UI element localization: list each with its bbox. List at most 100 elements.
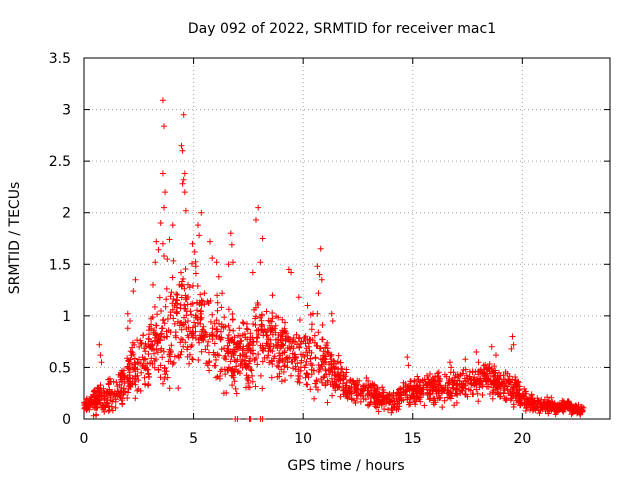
data-point [84,395,90,402]
data-point [317,245,324,252]
data-point [237,352,244,359]
data-point [509,333,516,340]
data-point [284,359,291,366]
data-point [247,416,254,422]
data-point [161,368,168,374]
data-point [508,381,514,388]
data-point [500,378,507,385]
data-point [216,320,222,327]
data-point [447,359,453,366]
data-point [326,371,333,378]
data-point [357,398,364,405]
data-point [182,296,189,303]
data-point [328,360,335,367]
data-point [505,390,512,397]
data-point [129,344,136,351]
data-point [275,332,282,338]
data-point [148,355,155,362]
data-point [209,311,216,318]
data-point [352,400,359,406]
data-point [135,377,142,384]
data-point [134,372,141,379]
data-point [298,351,304,358]
data-point [248,367,255,374]
data-point [171,320,178,327]
data-point [223,356,229,363]
data-point [302,374,309,381]
data-point [414,373,421,380]
data-point [378,399,384,406]
data-point [460,381,467,388]
data-point [324,399,331,406]
data-point [278,366,285,373]
data-point [159,325,166,332]
data-point [322,353,329,360]
data-point [281,363,288,370]
data-point [175,385,182,392]
data-point [406,401,412,408]
data-point [569,405,576,412]
data-point [190,332,197,339]
data-point [217,336,224,343]
data-point [145,351,152,357]
data-point [510,341,517,348]
data-point [168,342,175,349]
data-point [213,332,220,339]
data-point [522,388,529,395]
data-point [179,147,186,154]
data-point [131,355,138,362]
data-point [372,400,379,407]
data-point [191,248,198,255]
data-point [288,269,295,276]
data-point [380,387,387,393]
data-point [97,352,104,359]
data-point [155,335,162,342]
data-point [280,342,287,349]
data-point [327,381,334,388]
data-point [511,379,518,386]
data-point [568,411,575,418]
data-point [247,355,254,362]
data-point [86,400,93,407]
data-point [421,402,428,409]
data-point [194,299,201,306]
data-point [424,372,430,379]
data-point [475,398,482,405]
data-point [324,339,331,346]
data-point [470,391,477,398]
y-tick-label: 1 [62,309,71,325]
data-point [450,377,456,384]
data-point [173,309,180,316]
data-point [274,362,281,369]
data-point [303,358,310,365]
data-point [90,412,97,419]
data-point [266,359,273,366]
data-point [302,340,309,347]
data-point [163,285,170,292]
data-point [157,220,164,226]
data-point [161,376,168,382]
data-point [98,359,105,366]
data-point [228,337,235,344]
data-point [381,406,388,412]
data-point [197,291,204,298]
data-point [450,369,457,376]
data-point [201,301,208,308]
data-point [518,399,524,406]
data-point [444,394,451,401]
data-point [114,393,121,400]
data-point [132,368,139,375]
data-point [313,384,320,391]
data-point [144,366,151,373]
x-axis-label: GPS time / hours [287,458,404,474]
data-point [555,403,562,410]
data-point [316,366,323,373]
data-point [244,320,250,327]
data-point [446,379,453,386]
data-point [181,314,187,321]
data-point [97,388,104,395]
data-point [279,327,286,334]
data-point [348,383,355,390]
data-point [139,363,146,370]
data-point [485,376,492,383]
